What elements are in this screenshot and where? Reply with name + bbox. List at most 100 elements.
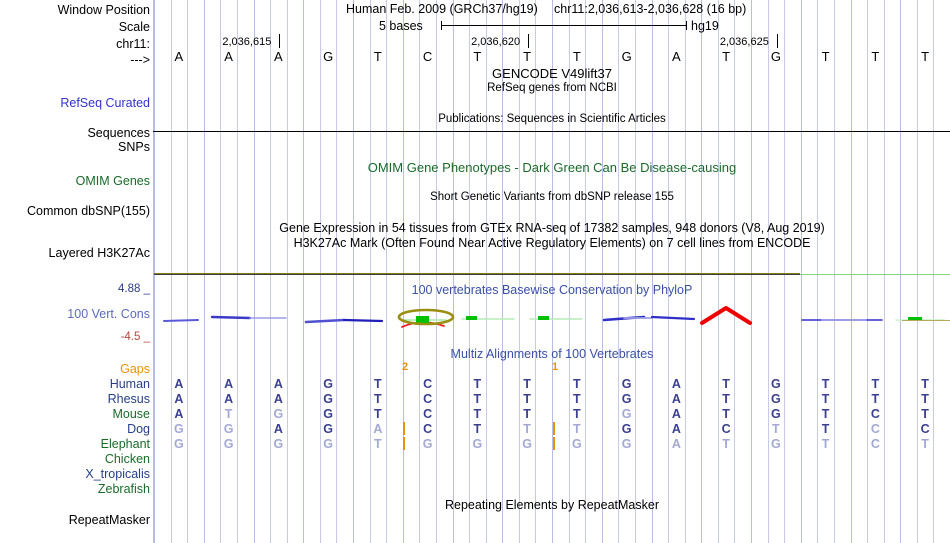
alignment-base: T — [821, 377, 830, 391]
alignment-base: T — [523, 422, 531, 436]
label-window-position: Window Position — [57, 3, 150, 17]
alignment-base: A — [224, 392, 234, 406]
gridline — [386, 0, 387, 543]
alignment-base: T — [921, 377, 929, 391]
ruler-tick — [279, 34, 281, 48]
reference-base: A — [224, 49, 233, 64]
reference-base: T — [523, 49, 532, 64]
species-label-x_tropicalis[interactable]: X_tropicalis — [85, 467, 150, 481]
alignment-base: T — [871, 392, 880, 406]
gridline — [718, 0, 719, 543]
species-label-mouse[interactable]: Mouse — [112, 407, 150, 421]
alignment-base: A — [671, 377, 681, 391]
gap-bar — [553, 422, 555, 435]
reference-base: T — [373, 49, 382, 64]
alignment-base: G — [771, 377, 781, 391]
gridline — [884, 0, 885, 543]
title-refseq-ncbi: RefSeq genes from NCBI — [487, 82, 617, 94]
alignment-base: G — [323, 422, 333, 436]
alignment-base: A — [174, 407, 184, 421]
assembly-name: Human Feb. 2009 (GRCh37/hg19) — [346, 2, 538, 16]
species-label-zebrafish[interactable]: Zebrafish — [97, 482, 150, 496]
gridline — [154, 0, 155, 543]
alignment-base: T — [722, 407, 730, 421]
species-label-chicken[interactable]: Chicken — [104, 452, 150, 466]
alignment-base: G — [323, 377, 333, 391]
alignment-base: G — [621, 437, 632, 451]
alignment-base: A — [671, 407, 681, 421]
alignment-row — [154, 467, 950, 482]
gridline — [618, 0, 619, 543]
gap-bar — [403, 422, 405, 435]
reference-base: T — [821, 49, 830, 64]
alignment-base: G — [621, 392, 632, 406]
label-sequences[interactable]: Sequences — [87, 126, 150, 140]
title-phylop: 100 vertebrates Basewise Conservation by… — [411, 283, 693, 297]
alignment-base: T — [921, 437, 929, 451]
label-omim-genes[interactable]: OMIM Genes — [75, 174, 150, 188]
gridline — [320, 0, 321, 543]
alignment-base: A — [174, 392, 184, 406]
alignment-base: A — [373, 422, 383, 436]
reference-base: T — [473, 49, 482, 64]
label-gaps[interactable]: Gaps — [120, 362, 150, 376]
reference-base: C — [422, 49, 433, 64]
title-omim: OMIM Gene Phenotypes - Dark Green Can Be… — [367, 160, 737, 175]
gridline — [436, 0, 437, 543]
alignment-base: T — [573, 392, 581, 406]
alignment-base: T — [921, 392, 929, 406]
label-common-dbsnp[interactable]: Common dbSNP(155) — [27, 204, 150, 218]
alignment-base: C — [423, 422, 433, 436]
ruler-tick — [528, 34, 530, 48]
reference-base: T — [871, 49, 880, 64]
ruler-tick — [776, 34, 778, 48]
label-refseq-curated[interactable]: RefSeq Curated — [60, 96, 150, 110]
alignment-base: G — [472, 437, 483, 451]
gridline — [403, 0, 404, 543]
alignment-base: G — [323, 437, 333, 451]
label-repeatmasker[interactable]: RepeatMasker — [68, 513, 150, 527]
title-repeatmasker: Repeating Elements by RepeatMasker — [444, 498, 659, 512]
label-snps[interactable]: SNPs — [118, 140, 150, 154]
gridline — [419, 0, 420, 543]
gridline — [635, 0, 636, 543]
alignment-base: T — [374, 392, 382, 406]
alignment-row — [154, 452, 950, 467]
ruler-position-label: 2,036,625 — [719, 36, 769, 48]
gridline — [585, 0, 586, 543]
alignment-base: T — [821, 422, 830, 436]
title-gtex: Gene Expression in 54 tissues from GTEx … — [279, 221, 825, 235]
species-label-human[interactable]: Human — [109, 377, 150, 391]
gridline — [220, 0, 221, 543]
title-gencode: GENCODE V49lift37 — [492, 66, 612, 81]
alignment-base: G — [572, 437, 582, 451]
scale-label: 5 bases — [379, 19, 423, 33]
alignment-base: A — [273, 392, 283, 406]
track-data-area: Human Feb. 2009 (GRCh37/hg19) chr11:2,03… — [153, 0, 950, 543]
gridline — [453, 0, 454, 543]
alignment-base: T — [722, 392, 730, 406]
alignment-base: G — [771, 437, 781, 451]
alignment-base: T — [523, 377, 531, 391]
track-label-column: Window Position Scale chr11: ---> RefSeq… — [0, 0, 154, 543]
species-label-dog[interactable]: Dog — [127, 422, 150, 436]
alignment-base: G — [522, 437, 532, 451]
label-layered-h3k27ac[interactable]: Layered H3K27Ac — [48, 246, 150, 260]
species-label-rhesus[interactable]: Rhesus — [107, 392, 150, 406]
gridline — [204, 0, 205, 543]
gap-bar — [403, 437, 405, 450]
alignment-base: G — [223, 422, 234, 436]
gridline — [851, 0, 852, 543]
ruler-position-label: 2,036,615 — [222, 36, 272, 48]
scale-bar-left-cap — [441, 21, 442, 30]
gridline — [535, 0, 536, 543]
alignment-base: G — [174, 437, 184, 451]
alignment-base: T — [821, 407, 830, 421]
label-100-vert-cons[interactable]: 100 Vert. Cons — [67, 307, 150, 321]
alignment-base: T — [473, 392, 482, 406]
gridline — [734, 0, 735, 543]
alignment-base: T — [374, 377, 382, 391]
gridline — [867, 0, 868, 543]
species-label-elephant[interactable]: Elephant — [100, 437, 150, 451]
gridline — [917, 0, 918, 543]
